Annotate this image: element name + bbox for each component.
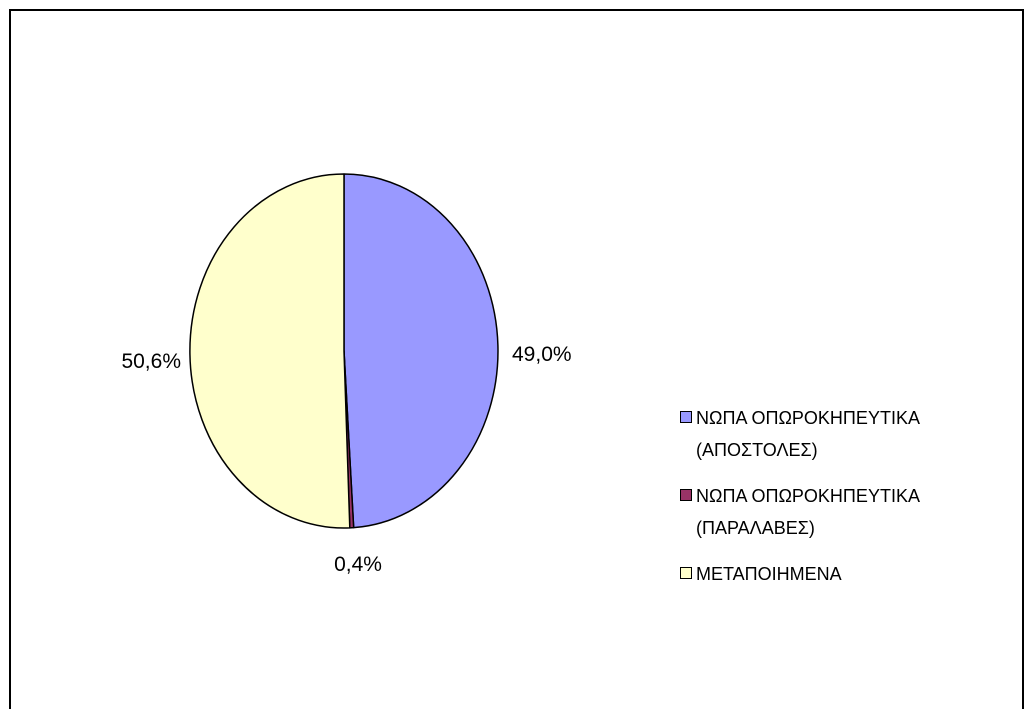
label-paralaves: 0,4%: [334, 553, 382, 576]
legend-label-apostoles-line2: (ΑΠΟΣΤΟΛΕΣ): [696, 440, 818, 460]
legend-item-metapoiimena: ΜΕΤΑΠΟΙΗΜΕΝΑ: [680, 558, 1010, 590]
legend-item-paralaves: ΝΩΠΑ ΟΠΩΡΟΚΗΠΕΥΤΙΚΑ (ΠΑΡΑΛΑΒΕΣ): [680, 480, 1010, 544]
label-apostoles: 49,0%: [512, 343, 572, 366]
legend-label-paralaves-line1: ΝΩΠΑ ΟΠΩΡΟΚΗΠΕΥΤΙΚΑ: [696, 486, 920, 506]
slice-metapoiimena: [189, 173, 351, 529]
legend-swatch-apostoles: [680, 411, 692, 423]
legend-label-metapoiimena: ΜΕΤΑΠΟΙΗΜΕΝΑ: [696, 564, 842, 584]
legend-label-paralaves-line2: (ΠΑΡΑΛΑΒΕΣ): [696, 518, 815, 538]
label-metapoiimena: 50,6%: [121, 350, 181, 373]
slice-apostoles: [343, 173, 499, 529]
pie-data-labels: 49,0% 0,4% 50,6%: [121, 343, 571, 576]
legend-swatch-paralaves: [680, 489, 692, 501]
legend-swatch-metapoiimena: [680, 567, 692, 579]
legend: ΝΩΠΑ ΟΠΩΡΟΚΗΠΕΥΤΙΚΑ (ΑΠΟΣΤΟΛΕΣ) ΝΩΠΑ ΟΠΩ…: [680, 402, 1010, 590]
legend-item-apostoles: ΝΩΠΑ ΟΠΩΡΟΚΗΠΕΥΤΙΚΑ (ΑΠΟΣΤΟΛΕΣ): [680, 402, 1010, 466]
pie-slices: [189, 173, 499, 529]
chart-frame: [9, 9, 1024, 709]
legend-label-apostoles-line1: ΝΩΠΑ ΟΠΩΡΟΚΗΠΕΥΤΙΚΑ: [696, 408, 920, 428]
